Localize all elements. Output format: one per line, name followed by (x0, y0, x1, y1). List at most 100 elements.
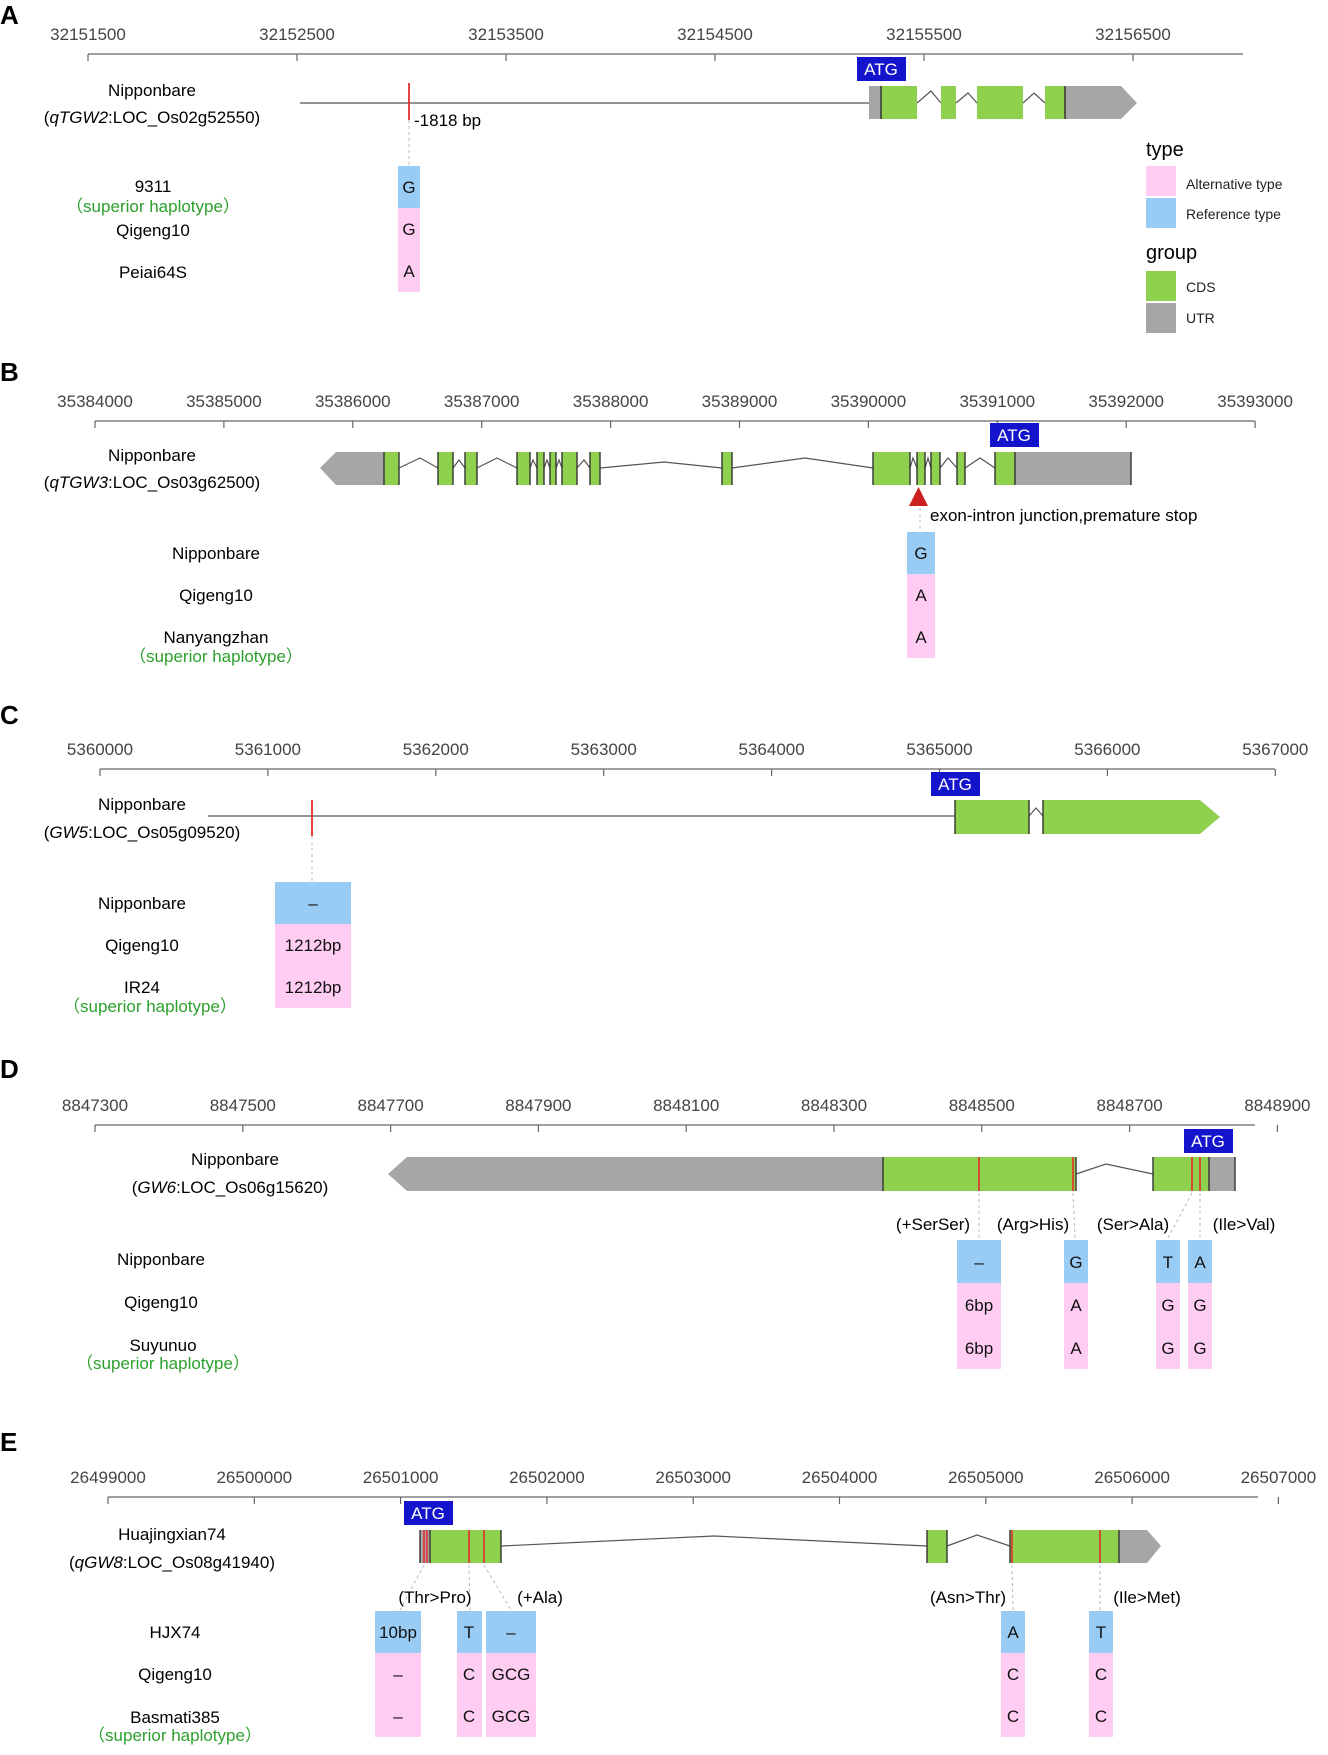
axis-tick-label: 5360000 (67, 740, 133, 759)
svg-text:ATG: ATG (1191, 1132, 1225, 1151)
axis-tick-label: 35386000 (315, 392, 391, 411)
cds-block (995, 452, 1015, 485)
allele-column: A C C (1001, 1611, 1025, 1737)
allele-text: G (402, 178, 415, 197)
atg-marker-b: ATG (990, 423, 1039, 447)
axis-tick-label: 5361000 (235, 740, 301, 759)
axis-tick-label: 26505000 (948, 1468, 1024, 1487)
variant-effect-label: (+Ala) (517, 1588, 563, 1607)
axis-tick-label: 8848100 (653, 1096, 719, 1115)
axis-tick-label: 35390000 (831, 392, 907, 411)
axis-tick-label: 5364000 (739, 740, 805, 759)
cds-block (881, 86, 917, 119)
allele-cell-alternative (398, 208, 420, 250)
panel-d: D 8847300 8847500 8847700 8847900 8848100 884… (0, 1054, 1310, 1373)
cds-block (537, 452, 544, 485)
axis-d: 8847300 8847500 8847700 8847900 8848100 88483… (62, 1096, 1310, 1132)
row-label: HJX74 (149, 1623, 200, 1642)
cds-block (722, 452, 732, 485)
cds-block (927, 1530, 947, 1563)
cds-block (1010, 1530, 1119, 1563)
axis-tick-label: 8847500 (210, 1096, 276, 1115)
atg-marker-d: ATG (1184, 1129, 1233, 1153)
allele-text: – (974, 1253, 984, 1272)
allele-text: – (393, 1707, 403, 1726)
allele-text: A (1194, 1253, 1206, 1272)
allele-text: G (1193, 1339, 1206, 1358)
axis-tick-label: 26504000 (802, 1468, 878, 1487)
axis-tick-label: 32154500 (677, 25, 753, 44)
intron (955, 92, 978, 104)
axis-tick-label: 26506000 (1094, 1468, 1170, 1487)
legend-type-title: type (1146, 139, 1184, 161)
axis-tick-label: 8847700 (358, 1096, 424, 1115)
axis-tick-label: 8848700 (1097, 1096, 1163, 1115)
superior-haplotype-label: （superior haplotype） (66, 197, 240, 216)
allele-text: A (1007, 1623, 1019, 1642)
allele-text: – (506, 1623, 516, 1642)
cds-block (430, 1530, 501, 1563)
legend-swatch-alternative (1146, 166, 1176, 196)
gene-id-b: (qTGW3:LOC_Os03g62500) (44, 473, 260, 492)
allele-text: G (1161, 1296, 1174, 1315)
allele-text: G (1193, 1296, 1206, 1315)
axis-tick-label: 32151500 (50, 25, 126, 44)
cds-block (1045, 86, 1065, 119)
allele-text: C (463, 1707, 475, 1726)
variant-position-label: -1818 bp (414, 111, 481, 130)
allele-column: G A A (907, 532, 935, 658)
panel-b: B 35384000 35385000 35386000 35387000 353880… (0, 357, 1293, 666)
axis-a: 32151500 32152500 32153500 32154500 32155500… (50, 25, 1243, 61)
cds-block (977, 86, 1023, 119)
superior-haplotype-label: （superior haplotype） (63, 997, 237, 1016)
utr-block (388, 1157, 883, 1191)
atg-marker-e: ATG (404, 1501, 453, 1525)
intron (916, 90, 942, 104)
cds-block (562, 452, 577, 485)
axis-tick-label: 8847300 (62, 1096, 128, 1115)
cds-block (931, 452, 940, 485)
gene-id-a: (qTGW2:LOC_Os02g52550) (44, 108, 260, 127)
gene-name-a: Nipponbare (108, 81, 196, 100)
atg-marker-a: ATG (857, 57, 906, 81)
allele-column: T G G (1156, 1240, 1180, 1369)
variant-effect-label: (Arg>His) (997, 1215, 1069, 1234)
panel-e: E 26499000 26500000 26501000 26502000 265030… (0, 1427, 1316, 1745)
axis-tick-label: 8848500 (949, 1096, 1015, 1115)
allele-text: C (1007, 1707, 1019, 1726)
axis-tick-label: 35391000 (959, 392, 1035, 411)
axis-tick-label: 35388000 (573, 392, 649, 411)
axis-tick-label: 26501000 (363, 1468, 439, 1487)
utr-block (1119, 1530, 1161, 1563)
allele-column: – 1212bp 1212bp (275, 882, 351, 1008)
allele-cell-alternative (398, 250, 420, 292)
axis-tick-label: 5365000 (906, 740, 972, 759)
superior-haplotype-label: （superior haplotype） (88, 1726, 262, 1745)
svg-text:ATG: ATG (997, 426, 1031, 445)
gene-model-c (208, 800, 1220, 834)
legend-group-title: group (1146, 242, 1197, 264)
row-label: Nipponbare (117, 1250, 205, 1269)
legend-swatch-reference (1146, 198, 1176, 228)
row-label: Qigeng10 (105, 936, 179, 955)
gene-id-e: (qGW8:LOC_Os08g41940) (69, 1553, 275, 1572)
allele-text: A (915, 586, 927, 605)
cds-block (517, 452, 530, 485)
panel-a: A 32151500 32152500 32153500 32154500 321555… (0, 0, 1283, 333)
row-label: Suyunuo (129, 1336, 196, 1355)
axis-tick-label: 5367000 (1242, 740, 1308, 759)
gene-name-c: Nipponbare (98, 795, 186, 814)
allele-text: GCG (492, 1707, 531, 1726)
cds-block (384, 452, 399, 485)
allele-text: T (1096, 1623, 1106, 1642)
allele-text: C (463, 1665, 475, 1684)
axis-tick-label: 32152500 (259, 25, 335, 44)
allele-text: GCG (492, 1665, 531, 1684)
allele-column: T C C (457, 1611, 482, 1737)
cds-block (465, 452, 477, 485)
axis-tick-label: 35392000 (1088, 392, 1164, 411)
axis-tick-label: 8848900 (1244, 1096, 1310, 1115)
allele-column: T C C (1089, 1611, 1113, 1737)
allele-text: C (1007, 1665, 1019, 1684)
